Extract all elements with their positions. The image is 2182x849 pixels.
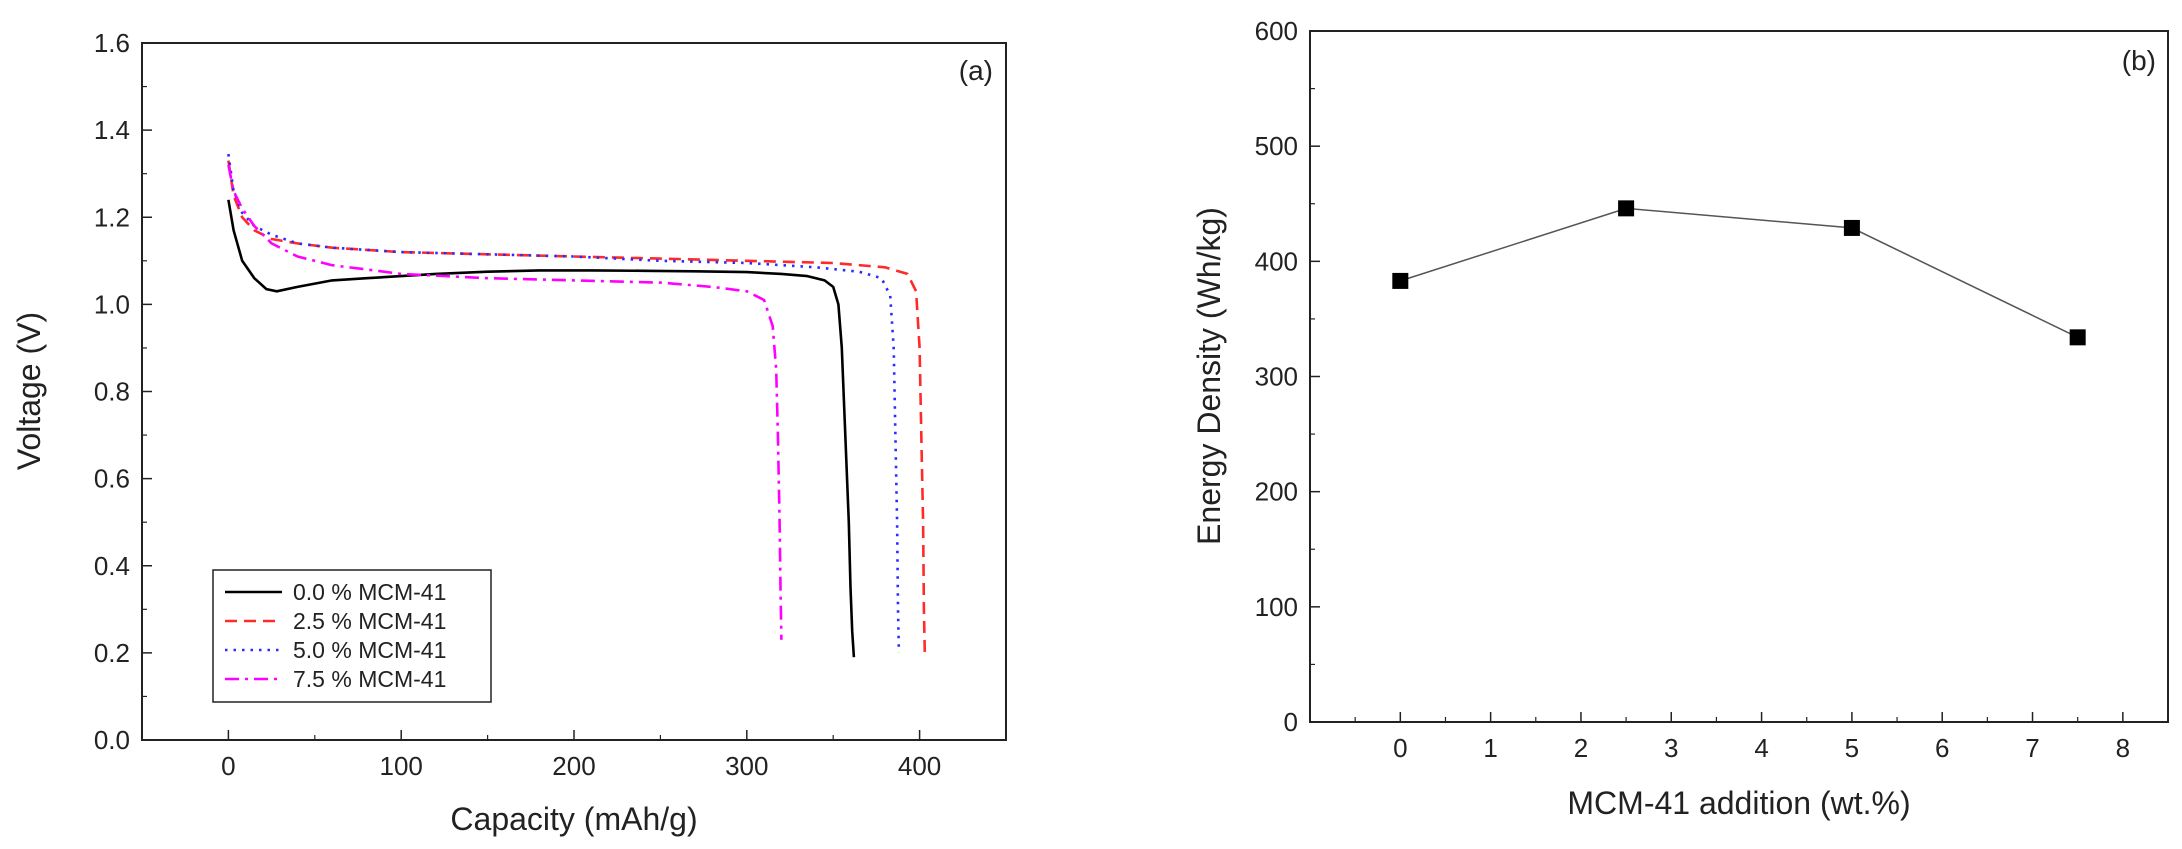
series-line-3 (227, 153, 901, 653)
x-tick-label-b: 3 (1664, 733, 1678, 763)
panel-label-a: (a) (959, 55, 993, 86)
panel-label-b: (b) (2122, 45, 2156, 76)
x-tick-label-b: 4 (1754, 733, 1768, 763)
plot-frame-b (1309, 30, 2169, 723)
series-line-1 (227, 199, 856, 658)
data-point-marker (1618, 200, 1635, 217)
x-axis-title-b: MCM-41 addition (wt.%) (1567, 785, 1910, 821)
y-tick-label-a: 0.2 (94, 638, 130, 668)
data-point-marker (1392, 272, 1409, 289)
x-tick-label-a: 100 (380, 751, 423, 781)
series-line-4 (227, 164, 783, 640)
y-tick-label-a: 1.6 (94, 28, 130, 58)
y-tick-label-b: 0 (1284, 707, 1298, 737)
y-axis-title-b: Energy Density (Wh/kg) (1191, 207, 1227, 545)
y-tick-label-b: 600 (1255, 16, 1298, 46)
y-tick-label-a: 0.8 (94, 377, 130, 407)
energy-density-chart: 0 1 2 3 4 5 6 7 8 0 100 200 300 400 500 600 (b) MCM-41 … (1191, 16, 2169, 821)
voltage-capacity-chart: 0 100 200 300 400 0.0 0.2 0.4 0.6 0.8 1.0 1.2 1.4 1.6… (11, 28, 1007, 837)
axis-ticks-b: 0 1 2 3 4 5 6 7 8 0 100 200 300 400 500 600 (1255, 16, 2169, 763)
x-axis-title-a: Capacity (mAh/g) (450, 801, 697, 837)
x-tick-label-b: 5 (1845, 733, 1859, 763)
x-tick-label-b: 0 (1393, 733, 1407, 763)
y-tick-label-b: 200 (1255, 477, 1298, 507)
x-tick-label-b: 8 (2116, 733, 2130, 763)
legend-label-1: 0.0 % MCM-41 (293, 579, 446, 605)
y-tick-label-a: 0.4 (94, 551, 130, 581)
x-tick-label-b: 2 (1574, 733, 1588, 763)
legend-label-4: 7.5 % MCM-41 (293, 666, 446, 692)
x-tick-label-b: 7 (2025, 733, 2039, 763)
y-axis-title-a: Voltage (V) (11, 312, 47, 470)
y-tick-label-a: 1.2 (94, 202, 130, 232)
axis-ticks-a: 0 100 200 300 400 0.0 0.2 0.4 0.6 0.8 1.0 1.2 1.4 1.6 (94, 28, 1007, 781)
legend-label-3: 5.0 % MCM-41 (293, 637, 446, 663)
legend-label-2: 2.5 % MCM-41 (293, 608, 446, 634)
x-tick-label-a: 0 (221, 751, 235, 781)
x-tick-label-b: 6 (1935, 733, 1949, 763)
y-tick-label-a: 1.0 (94, 289, 130, 319)
y-tick-label-a: 0.0 (94, 725, 130, 755)
legend-a: 0.0 % MCM-41 2.5 % MCM-41 5.0 % MCM-41 7.5 … (212, 569, 492, 703)
data-point-marker (1843, 219, 1860, 236)
series-line-2 (227, 160, 927, 653)
series-group-b (1392, 200, 2086, 346)
series-group-a (227, 153, 927, 658)
y-tick-label-a: 0.6 (94, 464, 130, 494)
y-tick-label-b: 100 (1255, 592, 1298, 622)
energy-density-line (1400, 207, 2079, 338)
y-tick-label-b: 300 (1255, 362, 1298, 392)
x-tick-label-a: 300 (725, 751, 768, 781)
data-point-marker (2069, 329, 2086, 346)
x-tick-label-b: 1 (1483, 733, 1497, 763)
x-tick-label-a: 200 (552, 751, 595, 781)
y-tick-label-b: 500 (1255, 131, 1298, 161)
x-tick-label-a: 400 (898, 751, 941, 781)
legend-items: 0.0 % MCM-41 2.5 % MCM-41 5.0 % MCM-41 7.5 … (225, 579, 446, 692)
y-tick-label-b: 400 (1255, 246, 1298, 276)
y-tick-label-a: 1.4 (94, 115, 130, 145)
